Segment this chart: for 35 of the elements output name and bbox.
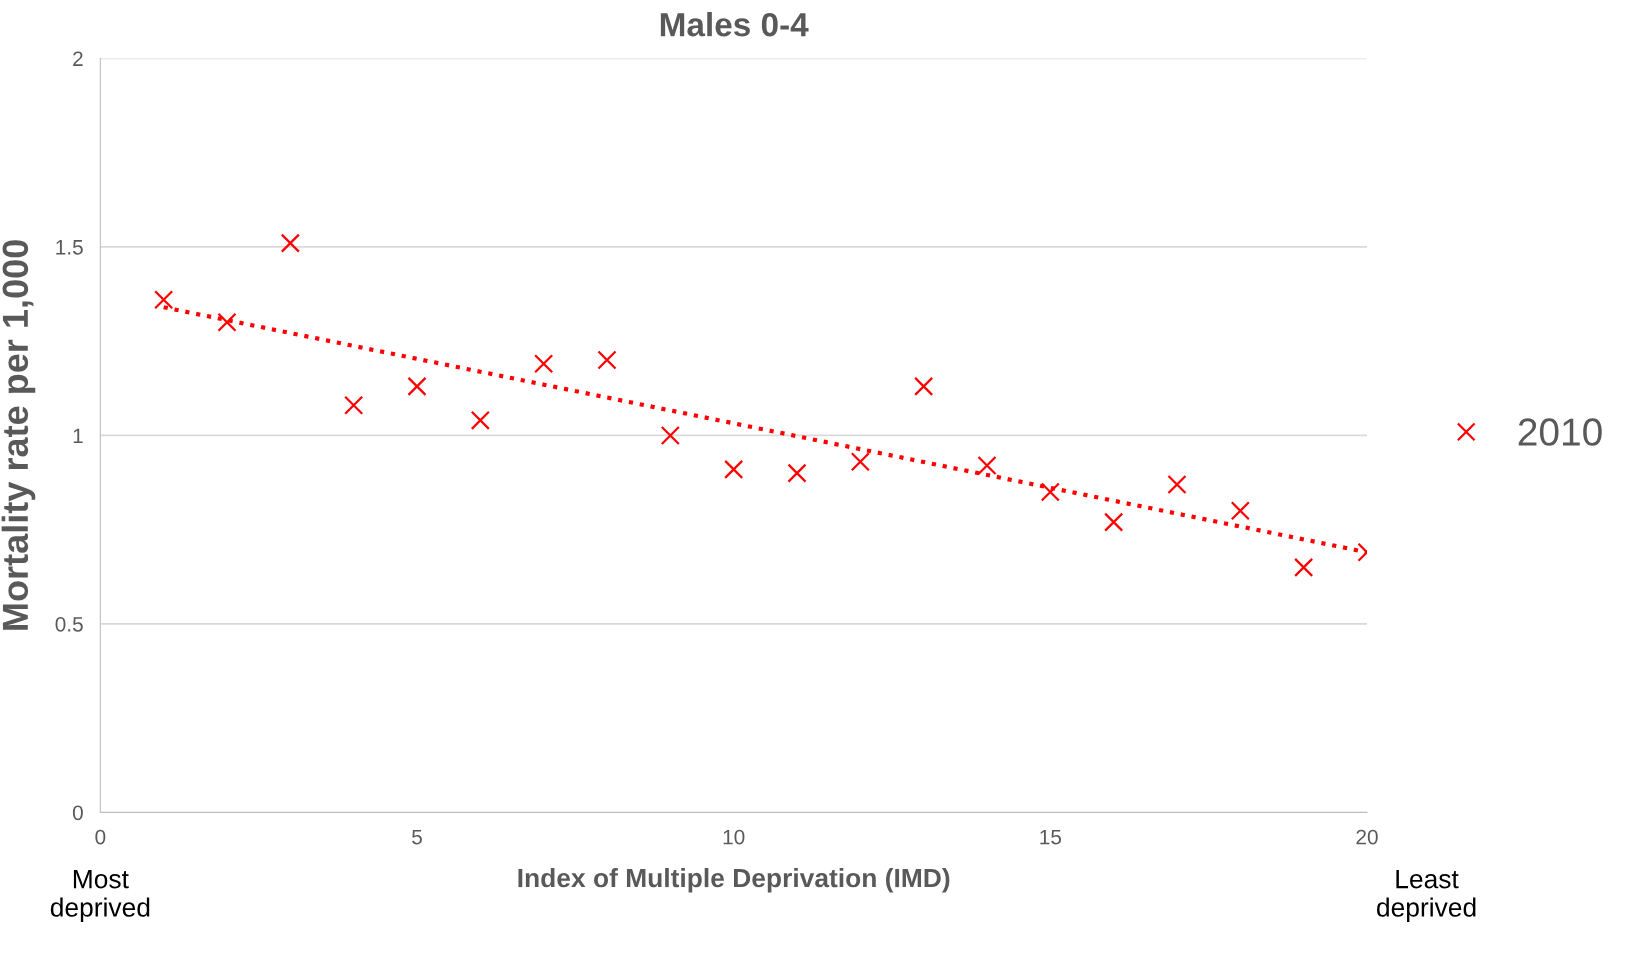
x-tick-label: 15 bbox=[1040, 829, 1062, 845]
point bbox=[407, 376, 427, 397]
x-axis-title: Index of Multiple Deprivation (IMD) bbox=[518, 867, 950, 893]
chart-title: Males 0-4 bbox=[660, 12, 809, 37]
point bbox=[787, 463, 807, 483]
point bbox=[280, 233, 300, 253]
point bbox=[534, 354, 554, 374]
x-tick-label: 5 bbox=[412, 829, 422, 845]
point bbox=[724, 459, 744, 479]
x-tick-label: 0 bbox=[95, 829, 106, 845]
point bbox=[597, 350, 617, 370]
point bbox=[1167, 474, 1187, 495]
point bbox=[1230, 501, 1250, 521]
point bbox=[1294, 557, 1314, 577]
y-tick-label: 1.5 bbox=[56, 240, 83, 255]
point bbox=[850, 452, 870, 472]
legend-label: 2010 bbox=[1518, 418, 1602, 446]
x-tick-label: 20 bbox=[1356, 829, 1378, 845]
point bbox=[1040, 482, 1060, 502]
y-tick-label: 1 bbox=[73, 428, 83, 443]
text: Least deprived bbox=[1377, 869, 1476, 923]
y-tick-label: 0 bbox=[72, 805, 83, 821]
point bbox=[470, 410, 490, 430]
point bbox=[660, 425, 680, 446]
text: Most deprived bbox=[50, 869, 150, 923]
point bbox=[914, 376, 934, 397]
y-axis-title: Mortality rate per 1,000 bbox=[1, 240, 36, 630]
y-tick-label: 0.5 bbox=[55, 616, 83, 632]
point bbox=[344, 395, 364, 415]
point bbox=[154, 290, 174, 310]
point bbox=[1104, 512, 1124, 532]
point bbox=[977, 455, 997, 476]
y-tick-label: 2 bbox=[73, 51, 83, 66]
x-tick-label: 10 bbox=[723, 829, 745, 845]
point bbox=[217, 312, 237, 332]
